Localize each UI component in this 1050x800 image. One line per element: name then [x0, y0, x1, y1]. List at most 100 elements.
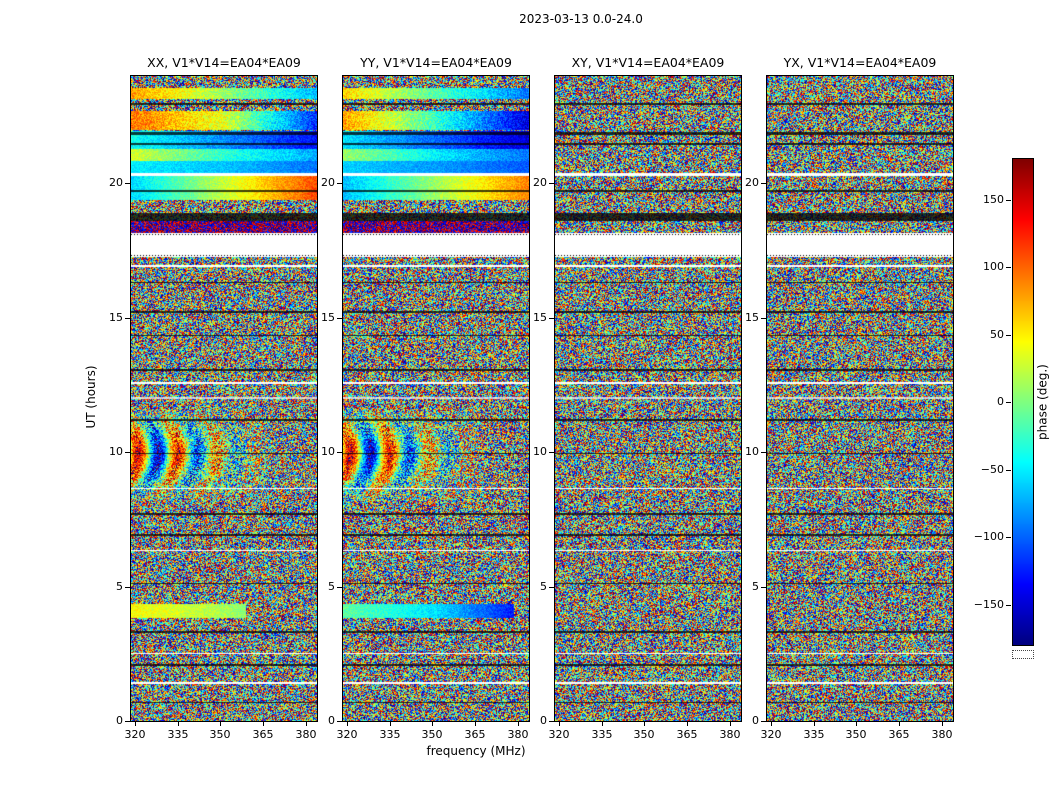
x-tick-mark: [178, 722, 179, 726]
y-tick-mark: [337, 318, 342, 319]
y-tick-label: 15: [745, 311, 759, 324]
y-tick-label: 20: [533, 176, 547, 189]
x-tick-label: 320: [760, 728, 782, 741]
x-tick-label: 365: [888, 728, 910, 741]
y-tick-mark: [549, 452, 554, 453]
y-tick-mark: [337, 587, 342, 588]
y-tick-mark: [337, 183, 342, 184]
y-tick-label: 5: [752, 580, 759, 593]
panel-xy: XY, V1*V14=EA04*EA09 320 335 350 365 380 0 5 10…: [533, 55, 742, 755]
heatmap-canvas-xy: [555, 76, 741, 721]
figure-title: 2023-03-13 0.0-24.0: [519, 12, 643, 26]
x-tick-mark: [602, 722, 603, 726]
x-axis-label: frequency (MHz): [426, 744, 526, 758]
colorbar: [1012, 158, 1034, 646]
y-tick-label: 5: [328, 580, 335, 593]
x-tick-mark: [475, 722, 476, 726]
y-axis-label: UT (hours): [84, 365, 98, 429]
colorbar-tick-mark: [1006, 402, 1011, 403]
y-tick-label: 10: [109, 445, 123, 458]
colorbar-tick-label: 50: [990, 328, 1004, 341]
y-tick-mark: [761, 318, 766, 319]
x-tick-mark: [942, 722, 943, 726]
y-tick-mark: [761, 587, 766, 588]
x-tick-mark: [899, 722, 900, 726]
x-tick-label: 380: [931, 728, 953, 741]
panel-title-yx: YX, V1*V14=EA04*EA09: [783, 55, 937, 70]
x-tick-mark: [347, 722, 348, 726]
colorbar-tick-label: 0: [997, 395, 1004, 408]
y-tick-label: 10: [533, 445, 547, 458]
colorbar-extend-marker: [1012, 650, 1034, 659]
panel-title-xx: XX, V1*V14=EA04*EA09: [147, 55, 301, 70]
x-tick-mark: [814, 722, 815, 726]
heatmap-canvas-yx: [767, 76, 953, 721]
y-tick-mark: [761, 183, 766, 184]
heatmap-canvas-yy: [343, 76, 529, 721]
x-tick-mark: [687, 722, 688, 726]
plot-box-yx: [766, 75, 954, 722]
y-tick-mark: [337, 452, 342, 453]
x-tick-mark: [306, 722, 307, 726]
x-tick-label: 350: [209, 728, 231, 741]
x-tick-mark: [390, 722, 391, 726]
y-tick-mark: [125, 452, 130, 453]
x-tick-label: 365: [676, 728, 698, 741]
x-tick-label: 380: [719, 728, 741, 741]
x-tick-label: 335: [803, 728, 825, 741]
x-tick-label: 365: [252, 728, 274, 741]
plot-box-xx: [130, 75, 318, 722]
x-tick-label: 350: [421, 728, 443, 741]
y-tick-mark: [125, 721, 130, 722]
heatmap-canvas-xx: [131, 76, 317, 721]
panel-title-yy: YY, V1*V14=EA04*EA09: [360, 55, 512, 70]
y-tick-mark: [125, 587, 130, 588]
x-tick-label: 320: [336, 728, 358, 741]
y-tick-label: 5: [540, 580, 547, 593]
colorbar-tick-label: −100: [973, 530, 1004, 543]
colorbar-label: phase (deg.): [1035, 364, 1050, 440]
plot-box-yy: [342, 75, 530, 722]
panel-title-xy: XY, V1*V14=EA04*EA09: [571, 55, 725, 70]
y-tick-label: 0: [752, 714, 759, 727]
x-tick-mark: [730, 722, 731, 726]
colorbar-tick-mark: [1006, 335, 1011, 336]
y-tick-label: 5: [116, 580, 123, 593]
x-tick-label: 380: [295, 728, 317, 741]
colorbar-tick-label: −150: [973, 598, 1004, 611]
panel-yy: YY, V1*V14=EA04*EA09 320 335 350 365 380 0 5 10…: [321, 55, 530, 755]
y-tick-label: 15: [533, 311, 547, 324]
x-tick-label: 320: [548, 728, 570, 741]
x-tick-label: 350: [633, 728, 655, 741]
colorbar-tick-label: −50: [980, 463, 1004, 476]
colorbar-tick-label: 100: [983, 260, 1004, 273]
y-tick-mark: [761, 721, 766, 722]
x-tick-mark: [644, 722, 645, 726]
y-tick-label: 0: [540, 714, 547, 727]
y-tick-mark: [549, 587, 554, 588]
y-tick-mark: [125, 183, 130, 184]
x-tick-label: 365: [464, 728, 486, 741]
y-tick-mark: [125, 318, 130, 319]
y-tick-mark: [549, 183, 554, 184]
colorbar-tick-label: 150: [983, 193, 1004, 206]
y-tick-label: 20: [745, 176, 759, 189]
x-tick-mark: [856, 722, 857, 726]
x-tick-mark: [559, 722, 560, 726]
colorbar-tick-mark: [1006, 200, 1011, 201]
panel-yx: YX, V1*V14=EA04*EA09 320 335 350 365 380 0 5 10…: [745, 55, 954, 755]
panel-xx: XX, V1*V14=EA04*EA09 320 335 350 365 380 0 5 10…: [109, 55, 318, 755]
x-tick-label: 335: [591, 728, 613, 741]
y-tick-label: 0: [328, 714, 335, 727]
colorbar-tick-mark: [1006, 605, 1011, 606]
y-tick-label: 10: [745, 445, 759, 458]
x-tick-label: 380: [507, 728, 529, 741]
x-tick-mark: [220, 722, 221, 726]
y-tick-label: 20: [321, 176, 335, 189]
x-tick-mark: [518, 722, 519, 726]
y-tick-label: 0: [116, 714, 123, 727]
plot-box-xy: [554, 75, 742, 722]
y-tick-mark: [549, 721, 554, 722]
x-tick-label: 320: [124, 728, 146, 741]
